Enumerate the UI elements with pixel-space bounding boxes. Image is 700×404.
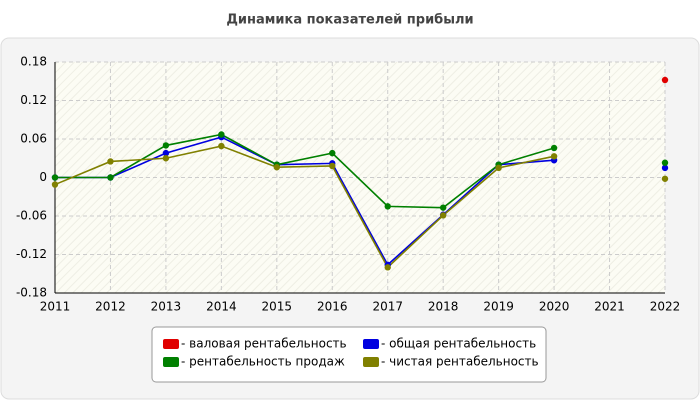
point <box>550 144 558 152</box>
point <box>107 174 114 181</box>
x-tick-label: 2019 <box>483 300 514 314</box>
y-tick-label: 0.12 <box>20 93 47 107</box>
y-tick-label: 0 <box>39 170 47 184</box>
point <box>495 164 502 172</box>
chart-title: Динамика показателей прибыли <box>226 13 473 28</box>
x-tick-label: 2015 <box>262 300 293 314</box>
x-tick-label: 2021 <box>594 300 625 314</box>
point <box>162 142 170 149</box>
point <box>661 175 669 182</box>
x-tick-label: 2013 <box>151 300 182 314</box>
legend-label: - общая рентабельность <box>381 337 536 351</box>
point <box>384 203 391 210</box>
legend-swatch <box>363 339 379 349</box>
point <box>661 76 669 84</box>
point <box>51 174 59 181</box>
point <box>107 158 114 165</box>
x-tick-label: 2017 <box>372 300 403 314</box>
x-tick-label: 2020 <box>539 300 570 314</box>
point <box>162 155 170 162</box>
legend-swatch <box>363 357 379 367</box>
y-tick-label: -0.06 <box>16 209 47 223</box>
point <box>162 149 170 157</box>
point <box>439 204 447 211</box>
legend <box>151 326 547 383</box>
legend-label: - валовая рентабельность <box>181 337 347 351</box>
x-tick-label: 2022 <box>650 300 681 314</box>
legend-swatch <box>163 357 179 367</box>
point <box>51 181 59 188</box>
point <box>439 212 447 219</box>
x-tick-label: 2016 <box>317 300 348 314</box>
y-tick-label: 0.18 <box>20 55 47 69</box>
point <box>661 164 669 172</box>
point <box>329 149 336 157</box>
y-tick-label: 0.06 <box>20 132 47 146</box>
point <box>661 159 669 166</box>
x-tick-label: 2018 <box>428 300 459 314</box>
legend-label: - рентабельность продаж <box>181 355 345 369</box>
point <box>218 142 225 150</box>
legend-swatch <box>163 339 179 349</box>
x-tick-label: 2012 <box>95 300 126 314</box>
y-tick-label: -0.18 <box>16 286 47 300</box>
point <box>273 164 281 171</box>
point <box>384 264 391 271</box>
point <box>550 153 558 160</box>
x-tick-label: 2014 <box>206 300 237 314</box>
x-tick-label: 2011 <box>40 300 71 314</box>
point <box>218 131 225 138</box>
point <box>329 162 336 170</box>
legend-label: - чистая рентабельность <box>381 355 539 369</box>
y-tick-label: -0.12 <box>16 247 47 261</box>
